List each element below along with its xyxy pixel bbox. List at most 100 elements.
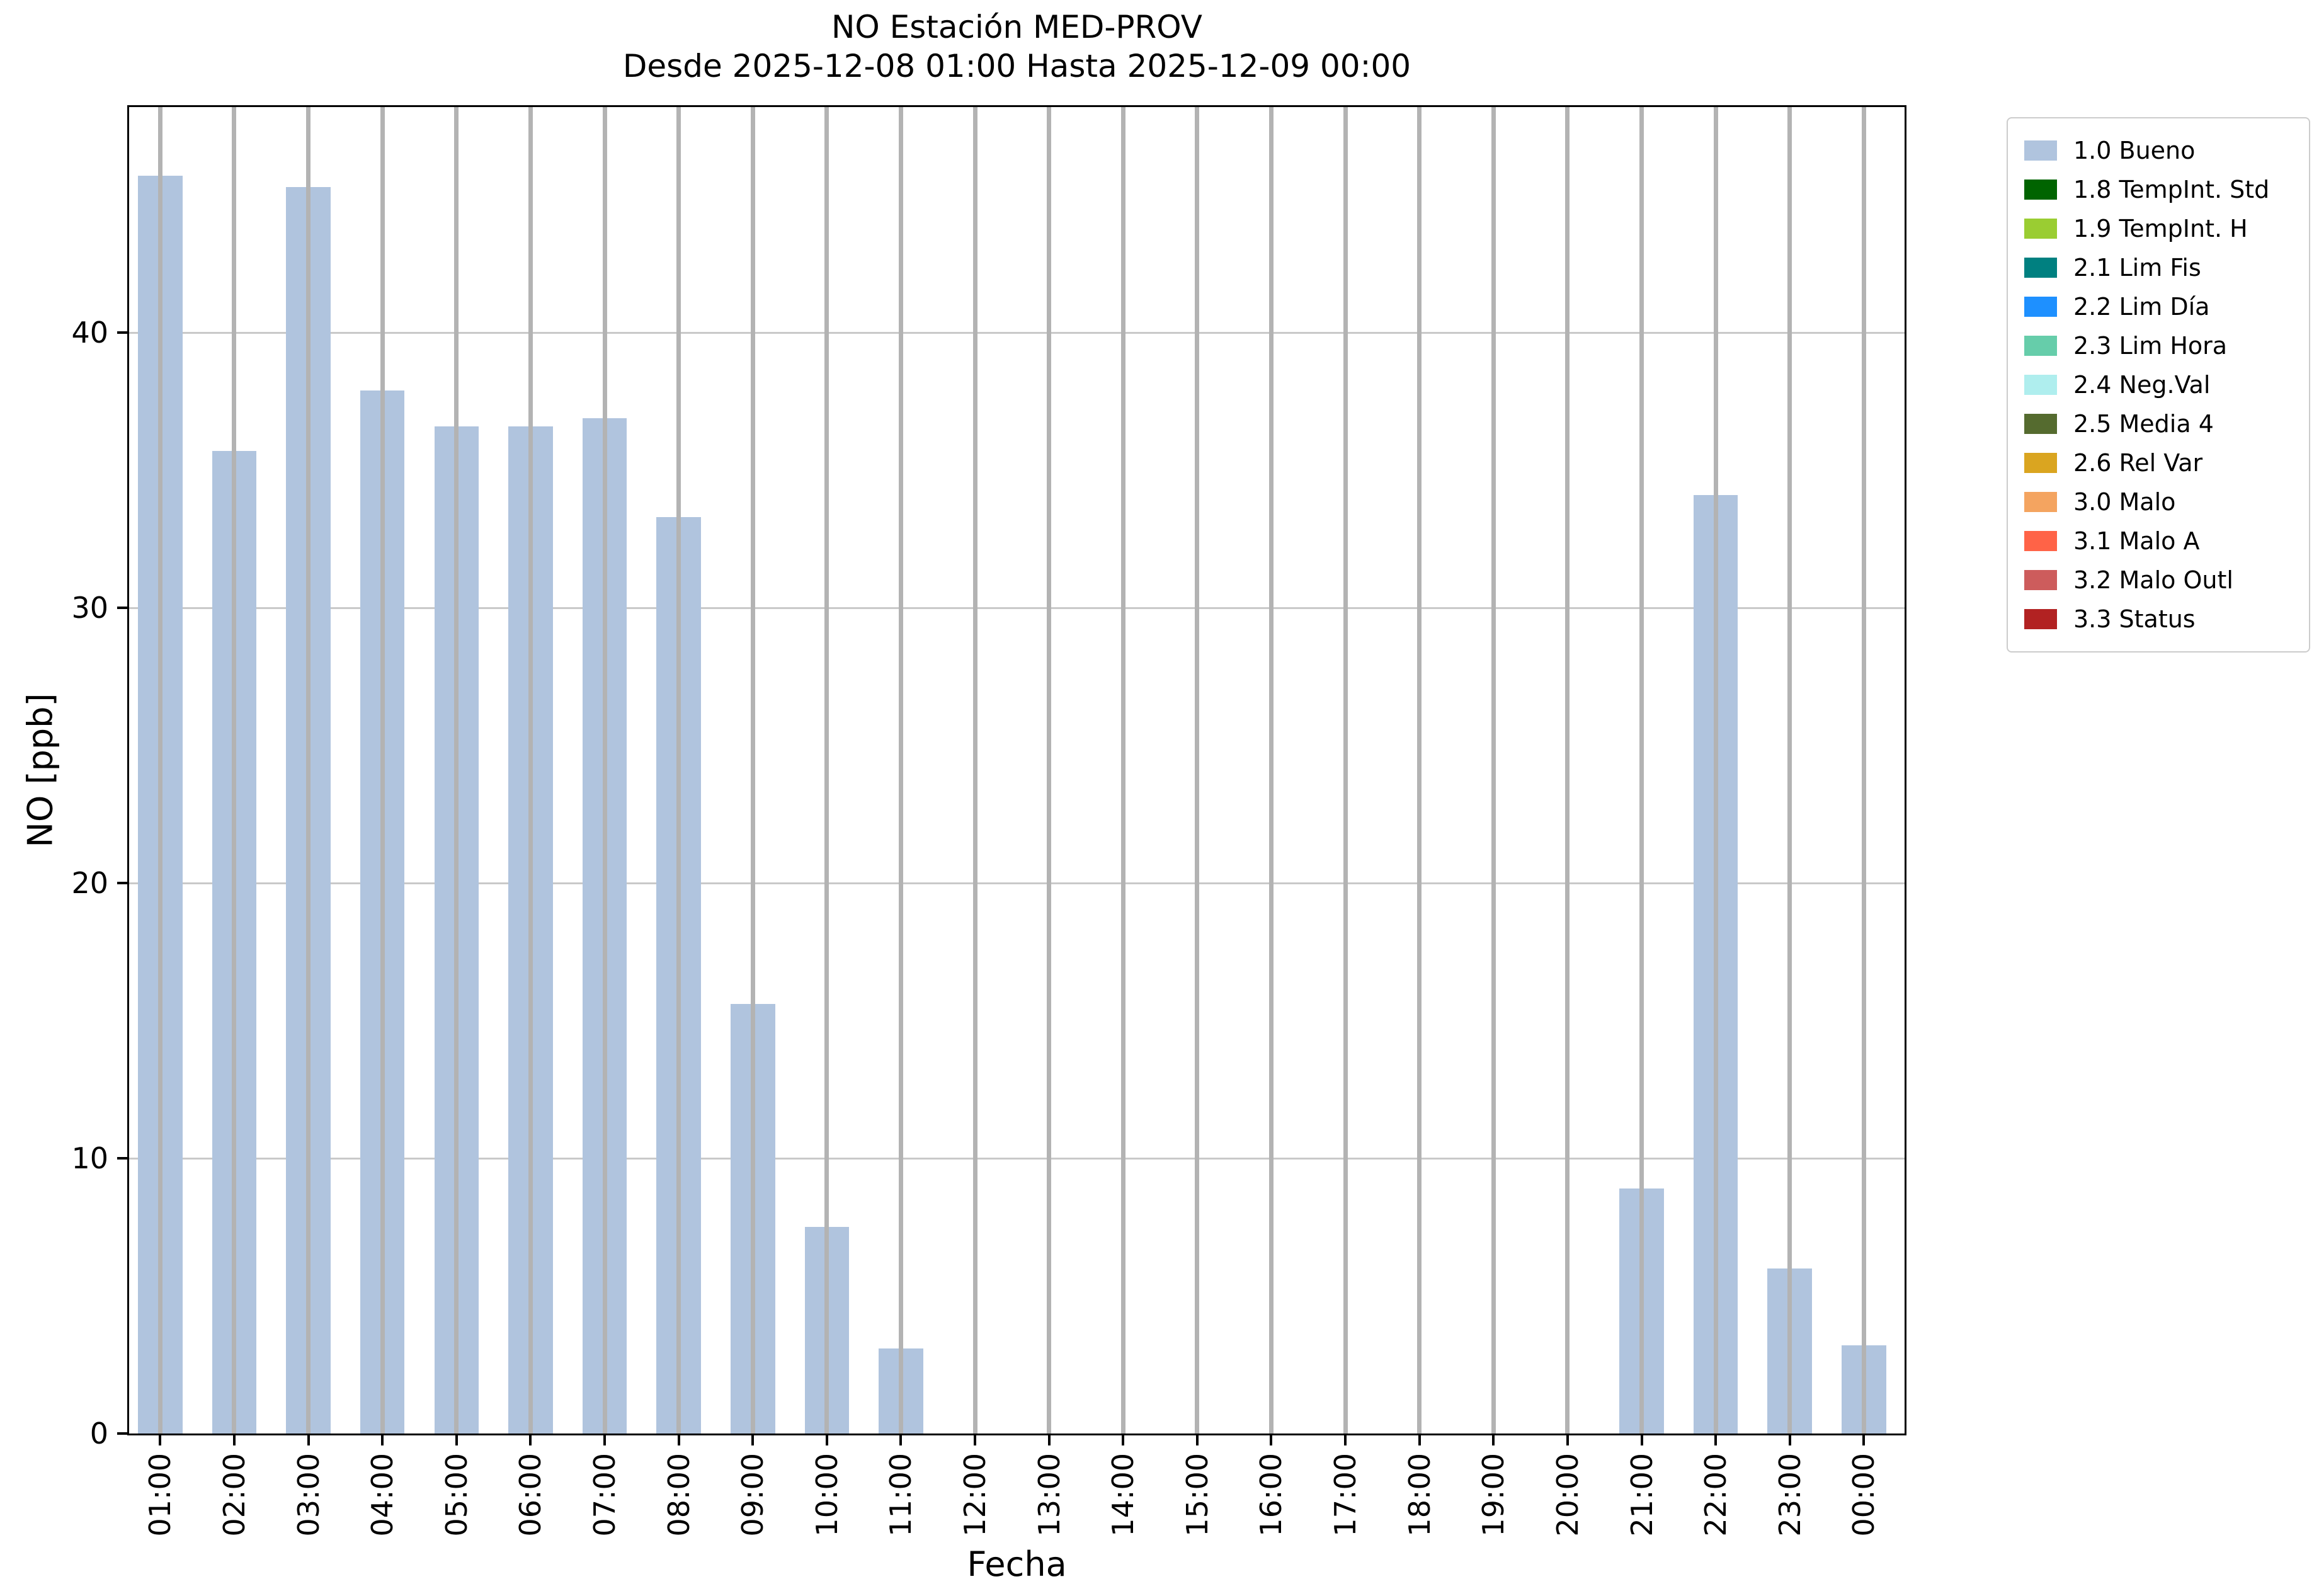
x-gridline: [1491, 107, 1496, 1434]
legend-label: 2.4 Neg.Val: [2073, 371, 2211, 399]
legend: 1.0 Bueno 1.8 TempInt. Std 1.9 TempInt. H 2…: [2007, 117, 2310, 653]
x-gridline: [1787, 107, 1792, 1434]
legend-swatch: [2024, 140, 2057, 161]
legend-label: 1.9 TempInt. H: [2073, 215, 2248, 242]
chart-title: NO Estación MED-PROV: [831, 9, 1202, 45]
legend-swatch: [2024, 531, 2057, 551]
y-tick: [117, 1157, 127, 1160]
legend-swatch: [2024, 375, 2057, 395]
x-gridline: [602, 107, 607, 1434]
legend-item: 1.8 TempInt. Std: [2024, 170, 2293, 209]
x-tick: [1640, 1435, 1643, 1445]
x-tick: [1344, 1435, 1347, 1445]
x-gridline: [676, 107, 681, 1434]
legend-item: 3.1 Malo A: [2024, 522, 2293, 561]
x-tick: [974, 1435, 977, 1445]
legend-label: 2.1 Lim Fis: [2073, 254, 2201, 282]
y-gridline: [129, 1157, 1905, 1160]
x-tick: [529, 1435, 532, 1445]
legend-item: 2.2 Lim Día: [2024, 287, 2293, 326]
legend-swatch: [2024, 453, 2057, 473]
y-axis-label: NO [ppb]: [20, 693, 60, 848]
x-gridline: [824, 107, 829, 1434]
x-tick: [899, 1435, 903, 1445]
y-gridline: [129, 331, 1905, 334]
x-tick-label-text: 16:00: [1254, 1453, 1289, 1537]
x-tick-label-text: 12:00: [958, 1453, 993, 1537]
x-tick: [825, 1435, 828, 1445]
legend-swatch: [2024, 258, 2057, 278]
y-tick-label: 20: [71, 866, 108, 901]
x-gridline: [1120, 107, 1125, 1434]
legend-label: 3.2 Malo Outl: [2073, 566, 2233, 594]
x-tick-label-text: 02:00: [217, 1453, 251, 1537]
x-tick-label-text: 14:00: [1106, 1453, 1141, 1537]
x-tick-label-text: 05:00: [439, 1453, 474, 1537]
x-gridline: [1268, 107, 1273, 1434]
x-tick-label-text: 23:00: [1772, 1453, 1807, 1537]
legend-item: 2.1 Lim Fis: [2024, 248, 2293, 287]
y-tick: [117, 882, 127, 885]
x-tick: [1270, 1435, 1273, 1445]
x-tick-label-text: 00:00: [1847, 1453, 1881, 1537]
x-tick: [1714, 1435, 1718, 1445]
legend-item: 3.2 Malo Outl: [2024, 561, 2293, 600]
y-gridline: [129, 882, 1905, 884]
legend-label: 2.3 Lim Hora: [2073, 332, 2228, 360]
legend-item: 3.0 Malo: [2024, 482, 2293, 522]
legend-swatch: [2024, 219, 2057, 239]
x-tick-label-text: 07:00: [588, 1453, 622, 1537]
x-tick-label-text: 15:00: [1180, 1453, 1214, 1537]
x-gridline: [528, 107, 533, 1434]
x-axis-label: Fecha: [967, 1544, 1067, 1584]
legend-label: 3.3 Status: [2073, 605, 2196, 633]
x-tick: [159, 1435, 162, 1445]
legend-item: 1.9 TempInt. H: [2024, 209, 2293, 248]
x-gridline: [972, 107, 977, 1434]
legend-label: 2.5 Media 4: [2073, 410, 2214, 438]
x-tick-label-text: 06:00: [513, 1453, 548, 1537]
x-tick-label-text: 22:00: [1699, 1453, 1733, 1537]
legend-label: 2.2 Lim Día: [2073, 293, 2210, 321]
x-gridline: [1195, 107, 1200, 1434]
x-tick-label-text: 01:00: [143, 1453, 178, 1537]
legend-swatch: [2024, 492, 2057, 512]
x-tick: [1047, 1435, 1051, 1445]
x-gridline: [1417, 107, 1422, 1434]
x-gridline: [454, 107, 459, 1434]
x-tick-label-text: 10:00: [809, 1453, 844, 1537]
x-tick: [381, 1435, 384, 1445]
x-tick: [1418, 1435, 1421, 1445]
legend-swatch: [2024, 297, 2057, 317]
x-gridline: [232, 107, 237, 1434]
x-tick: [603, 1435, 607, 1445]
x-gridline: [1639, 107, 1644, 1434]
x-tick: [751, 1435, 755, 1445]
y-tick-label: 30: [71, 591, 108, 625]
x-tick-label-text: 09:00: [736, 1453, 770, 1537]
x-gridline: [1861, 107, 1866, 1434]
x-tick: [677, 1435, 680, 1445]
x-tick: [1492, 1435, 1495, 1445]
chart-title-block: NO Estación MED-PROV Desde 2025-12-08 01…: [127, 8, 1906, 86]
x-tick: [1862, 1435, 1866, 1445]
legend-item: 2.5 Media 4: [2024, 404, 2293, 443]
x-gridline: [380, 107, 385, 1434]
legend-swatch: [2024, 180, 2057, 200]
y-tick-label: 0: [89, 1416, 108, 1451]
legend-label: 2.6 Rel Var: [2073, 449, 2203, 477]
x-tick: [1122, 1435, 1125, 1445]
x-gridline: [1713, 107, 1718, 1434]
x-gridline: [1047, 107, 1052, 1434]
legend-swatch: [2024, 336, 2057, 356]
x-tick: [307, 1435, 310, 1445]
chart-subtitle: Desde 2025-12-08 01:00 Hasta 2025-12-09 …: [622, 48, 1411, 84]
legend-label: 1.0 Bueno: [2073, 137, 2196, 164]
x-tick-label-text: 13:00: [1032, 1453, 1066, 1537]
x-tick: [455, 1435, 458, 1445]
legend-label: 3.1 Malo A: [2073, 527, 2200, 555]
legend-swatch: [2024, 414, 2057, 434]
x-gridline: [750, 107, 755, 1434]
x-tick-label-text: 21:00: [1624, 1453, 1659, 1537]
